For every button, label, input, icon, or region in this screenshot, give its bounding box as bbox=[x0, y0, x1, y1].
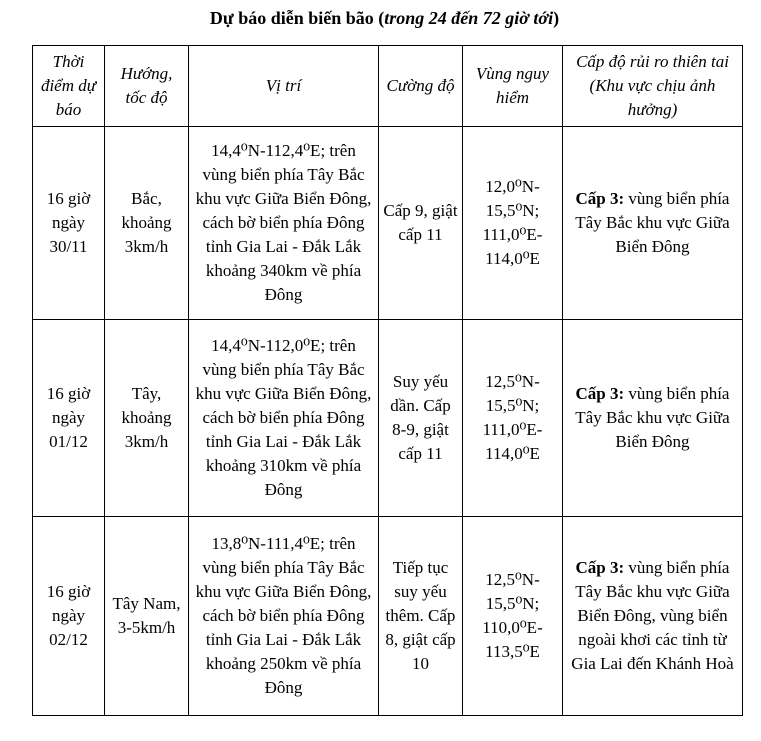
risk-level: Cấp 3: bbox=[575, 384, 625, 403]
table-header-row: Thời điểm dự báo Hướng, tốc độ Vị trí Cư… bbox=[32, 45, 743, 127]
title-main: Dự báo diễn biến bão ( bbox=[209, 8, 385, 28]
cell-position: 14,4⁰N-112,0⁰E; trên vùng biển phía Tây … bbox=[188, 319, 379, 517]
title-end: ) bbox=[553, 8, 560, 28]
risk-area: vùng biển phía Tây Bắc khu vực Giữa Biển… bbox=[575, 384, 730, 451]
cell-time: 16 giờ ngày 30/11 bbox=[32, 126, 105, 320]
forecast-table: Thời điểm dự báo Hướng, tốc độ Vị trí Cư… bbox=[32, 45, 743, 716]
cell-direction: Bắc, khoảng 3km/h bbox=[104, 126, 189, 320]
cell-danger-zone: 12,5⁰N- 15,5⁰N; 111,0⁰E- 114,0⁰E bbox=[462, 319, 563, 517]
cell-risk: Cấp 3: vùng biển phía Tây Bắc khu vực Gi… bbox=[562, 319, 743, 517]
cell-position: 13,8⁰N-111,4⁰E; trên vùng biển phía Tây … bbox=[188, 516, 379, 716]
table-row: 16 giờ ngày 02/12 Tây Nam, 3-5km/h 13,8⁰… bbox=[32, 516, 743, 716]
cell-direction: Tây Nam, 3-5km/h bbox=[104, 516, 189, 716]
header-risk-level: Cấp độ rủi ro thiên tai (Khu vực chịu ản… bbox=[562, 45, 743, 127]
table-row: 16 giờ ngày 01/12 Tây, khoảng 3km/h 14,4… bbox=[32, 319, 743, 517]
cell-intensity: Cấp 9, giật cấp 11 bbox=[378, 126, 463, 320]
header-time: Thời điểm dự báo bbox=[32, 45, 105, 127]
cell-direction: Tây, khoảng 3km/h bbox=[104, 319, 189, 517]
cell-danger-zone: 12,5⁰N- 15,5⁰N; 110,0⁰E- 113,5⁰E bbox=[462, 516, 563, 716]
header-intensity: Cường độ bbox=[378, 45, 463, 127]
cell-intensity: Tiếp tục suy yếu thêm. Cấp 8, giật cấp 1… bbox=[378, 516, 463, 716]
risk-level: Cấp 3: bbox=[575, 189, 625, 208]
cell-danger-zone: 12,0⁰N- 15,5⁰N; 111,0⁰E- 114,0⁰E bbox=[462, 126, 563, 320]
cell-position: 14,4⁰N-112,4⁰E; trên vùng biển phía Tây … bbox=[188, 126, 379, 320]
cell-time: 16 giờ ngày 02/12 bbox=[32, 516, 105, 716]
header-direction: Hướng, tốc độ bbox=[104, 45, 189, 127]
header-danger-zone: Vùng nguy hiểm bbox=[462, 45, 563, 127]
risk-area: vùng biển phía Tây Bắc khu vực Giữa Biển… bbox=[571, 558, 734, 673]
title-italic: trong 24 đến 72 giờ tới bbox=[384, 8, 554, 28]
cell-risk: Cấp 3: vùng biển phía Tây Bắc khu vực Gi… bbox=[562, 126, 743, 320]
cell-time: 16 giờ ngày 01/12 bbox=[32, 319, 105, 517]
cell-risk: Cấp 3: vùng biển phía Tây Bắc khu vực Gi… bbox=[562, 516, 743, 716]
risk-area: vùng biển phía Tây Bắc khu vực Giữa Biển… bbox=[575, 189, 730, 256]
document-title: Dự báo diễn biến bão (trong 24 đến 72 gi… bbox=[0, 6, 761, 30]
header-position: Vị trí bbox=[188, 45, 379, 127]
cell-intensity: Suy yếu dần. Cấp 8-9, giật cấp 11 bbox=[378, 319, 463, 517]
table-row: 16 giờ ngày 30/11 Bắc, khoảng 3km/h 14,4… bbox=[32, 126, 743, 320]
risk-level: Cấp 3: bbox=[575, 558, 625, 577]
